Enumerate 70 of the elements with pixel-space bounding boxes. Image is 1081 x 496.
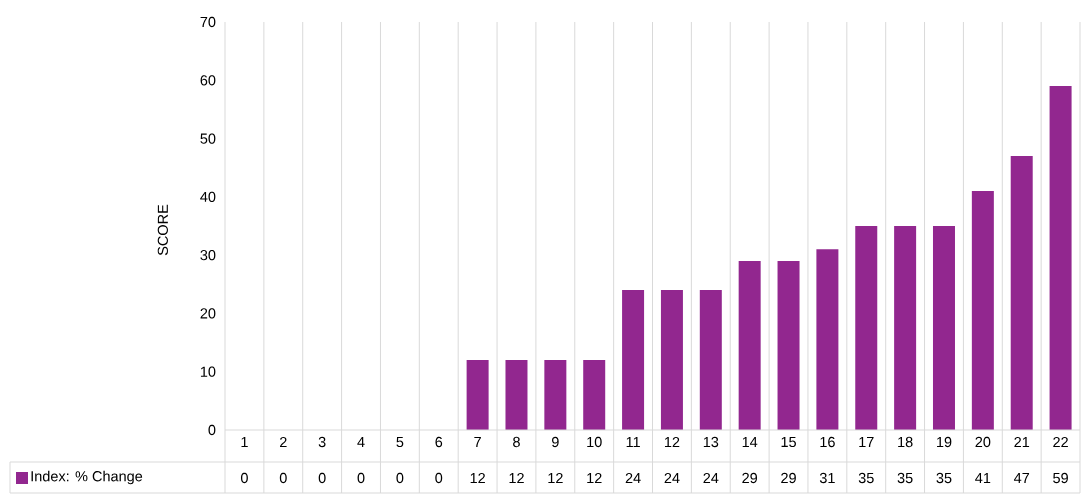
x-tick-label: 10 [587, 436, 602, 448]
legend-label: Index: % Change [31, 470, 143, 485]
bar [622, 290, 645, 430]
x-tick-label: 19 [937, 436, 952, 448]
x-tick-label: 3 [318, 436, 326, 448]
data-label: 0 [318, 472, 326, 484]
data-label: 12 [509, 472, 524, 484]
bar [699, 290, 722, 430]
bar [777, 260, 800, 430]
x-tick-label: 22 [1053, 436, 1068, 448]
y-tick-label: 50 [200, 133, 216, 144]
data-label: 41 [975, 473, 991, 483]
data-label: 47 [1013, 473, 1030, 483]
data-label: 24 [664, 472, 680, 484]
x-tick-label: 2 [280, 436, 287, 448]
data-label: 12 [470, 472, 485, 484]
bar [738, 260, 761, 430]
bar [1049, 86, 1072, 430]
x-tick-label: 16 [820, 436, 835, 448]
bar [583, 360, 606, 430]
x-tick-label: 1 [241, 437, 248, 447]
bar [660, 290, 683, 430]
data-label: 35 [936, 472, 952, 484]
data-label: 0 [435, 472, 443, 484]
x-tick-label: 11 [626, 437, 640, 447]
data-label: 24 [625, 472, 641, 484]
data-label: 0 [279, 472, 287, 484]
x-tick-label: 5 [396, 436, 404, 448]
bar [932, 226, 955, 430]
data-label: 29 [781, 472, 796, 484]
x-tick-label: 4 [357, 437, 365, 447]
bar [544, 360, 567, 430]
y-tick-label: 0 [208, 424, 216, 436]
y-tick-label: 20 [200, 308, 216, 319]
data-label: 0 [396, 472, 404, 484]
y-tick-label: 60 [200, 75, 216, 86]
x-tick-label: 17 [859, 437, 874, 447]
x-tick-label: 12 [664, 436, 680, 448]
bar [855, 226, 878, 430]
bar [816, 249, 839, 430]
data-label: 35 [897, 472, 913, 484]
data-label: 0 [357, 472, 365, 484]
x-tick-label: 9 [552, 436, 559, 448]
bar [1010, 156, 1033, 430]
y-axis-title: SCORE [157, 204, 168, 256]
data-label: 12 [587, 472, 602, 484]
data-label: 24 [703, 472, 719, 484]
x-tick-label: 13 [703, 436, 719, 448]
y-tick-label: 30 [200, 250, 216, 261]
data-label: 35 [858, 472, 874, 484]
bar [971, 191, 994, 430]
data-label: 59 [1053, 472, 1068, 484]
bar [894, 226, 917, 430]
x-tick-label: 6 [435, 436, 443, 448]
y-tick-label: 40 [200, 191, 216, 202]
x-tick-label: 7 [474, 437, 481, 447]
x-tick-label: 18 [898, 436, 913, 448]
x-tick-label: 21 [1014, 436, 1030, 448]
bar [505, 360, 528, 430]
x-tick-label: 14 [742, 437, 758, 447]
data-label: 31 [819, 472, 835, 484]
y-tick-label: 10 [200, 366, 216, 377]
bar [466, 360, 489, 430]
data-label: 0 [240, 472, 248, 484]
data-label: 12 [548, 472, 563, 484]
x-tick-label: 20 [975, 436, 991, 448]
data-label: 29 [742, 472, 758, 484]
x-tick-label: 8 [513, 436, 520, 448]
x-tick-label: 15 [781, 436, 796, 448]
y-tick-label: 70 [200, 16, 216, 28]
